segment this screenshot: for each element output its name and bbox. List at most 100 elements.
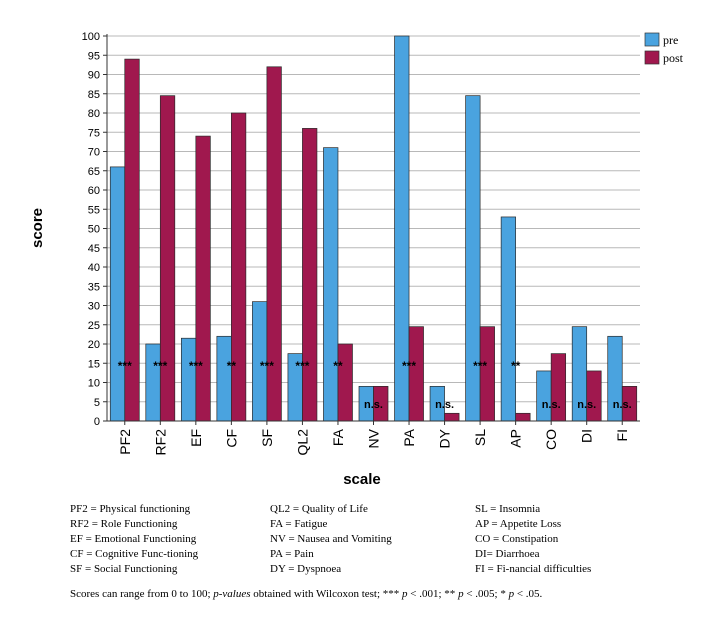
abbr-sf: SF = Social Functioning: [70, 563, 178, 575]
legend-label-post: post: [663, 51, 684, 65]
bar-pre-ef: [180, 337, 197, 422]
annotation-dy: n.s.: [435, 399, 454, 411]
annotation-cf: **: [227, 359, 237, 373]
chart-legend: pre post: [644, 32, 684, 65]
note-p-2: p: [458, 588, 464, 600]
bar-post-pa: [408, 326, 424, 422]
abbr-fi: FI = Fi-nancial difficulties: [475, 563, 592, 575]
bar-post-ql2: [302, 128, 318, 422]
x-tick-label-pa: PA: [401, 428, 417, 446]
bar-pre-co: [536, 370, 552, 422]
bar-pre-rf2: [145, 343, 161, 422]
bar-post-ap: [515, 412, 531, 422]
bar-post-di: [586, 370, 602, 422]
x-axis-label: scale: [343, 471, 381, 488]
x-tick-label-fi: FI: [614, 429, 630, 441]
annotation-pa: ***: [402, 359, 416, 373]
y-tick-label-55: 55: [88, 204, 100, 216]
annotation-fa: **: [333, 359, 343, 373]
note-text-3: < .001; **: [407, 588, 459, 600]
annotation-rf2: ***: [153, 359, 167, 373]
annotation-di: n.s.: [577, 399, 596, 411]
x-tick-label-fa: FA: [330, 428, 346, 446]
y-tick-label-70: 70: [88, 147, 100, 159]
abbr-sl: SL = Insomnia: [475, 503, 541, 515]
y-tick-label-5: 5: [94, 397, 100, 409]
x-tick-label-dy: DY: [437, 428, 453, 448]
abbr-nv: NV = Nausea and Vomiting: [270, 533, 392, 545]
y-tick-label-80: 80: [88, 108, 100, 120]
note-text-1: Scores can range from 0 to 100;: [70, 588, 214, 600]
x-tick-labels: PF2 RF2 EF CF SF QL2 FA NV PA DY SL AP CO DI FI: [117, 428, 630, 455]
bar-post-fa: [337, 343, 353, 422]
y-tick-label-0: 0: [94, 416, 100, 428]
score-bar-chart: *** *** *** ** *** *** **n.s.***n.s.*** **n.s. n…: [29, 31, 684, 488]
y-tick-label-25: 25: [88, 320, 100, 332]
note-p-3: p: [508, 588, 515, 600]
x-tick-label-ap: AP: [508, 429, 524, 448]
annotation-co: n.s.: [542, 399, 561, 411]
bar-pre-pf2: [109, 166, 126, 422]
legend-swatch-post: [644, 50, 660, 65]
y-tick-label-15: 15: [88, 358, 100, 370]
annotation-nv: n.s.: [364, 399, 383, 411]
note-text-4: < .005; *: [463, 588, 509, 600]
y-tick-label-10: 10: [88, 378, 100, 390]
y-tick-label-45: 45: [88, 243, 100, 255]
annotation-sl: ***: [473, 359, 487, 373]
abbreviation-column-2: QL2 = Quality of Life FA = Fatigue NV = …: [270, 502, 392, 577]
y-tick-label-30: 30: [88, 301, 100, 313]
abbr-ap: AP = Appetite Loss: [475, 518, 562, 530]
x-tick-label-cf: CF: [223, 429, 239, 448]
abbr-co: CO = Constipation: [475, 533, 559, 545]
abbreviation-column-3: SL = Insomnia AP = Appetite Loss CO = Co…: [475, 502, 591, 577]
bar-post-dy: [444, 412, 460, 422]
x-tick-label-di: DI: [579, 429, 595, 443]
x-tick-label-pf2: PF2: [117, 429, 133, 455]
abbr-dy: DY = Dyspnoea: [270, 563, 342, 575]
abbreviation-column-1: PF2 = Physical functioning RF2 = Role Fu…: [70, 502, 198, 577]
x-tick-label-ef: EF: [188, 429, 204, 447]
abbr-pa: PA = Pain: [270, 548, 314, 560]
annotation-fi: n.s.: [613, 399, 632, 411]
y-tick-label-95: 95: [88, 50, 100, 62]
abbr-cf: CF = Cognitive Func-tioning: [70, 548, 199, 560]
note-pvalues: p-values: [213, 588, 251, 600]
bar-post-ef: [195, 135, 211, 422]
abbr-rf2: RF2 = Role Functioning: [70, 518, 178, 530]
y-tick-label-65: 65: [88, 166, 100, 178]
y-tick-label-85: 85: [88, 89, 100, 101]
annotation-ef: ***: [189, 359, 203, 373]
abbr-ql2: QL2 = Quality of Life: [270, 503, 368, 515]
axes: [103, 34, 640, 425]
y-tick-label-90: 90: [88, 70, 100, 82]
y-tick-label-20: 20: [88, 339, 100, 351]
x-tick-label-co: CO: [543, 429, 559, 450]
y-tick-label-50: 50: [88, 224, 100, 236]
annotation-ap: **: [511, 359, 521, 373]
abbr-ef: EF = Emotional Functioning: [70, 533, 197, 545]
abbr-fa: FA = Fatigue: [270, 518, 328, 530]
significance-annotations: *** *** *** ** *** *** **n.s.***n.s.*** **n.s. n…: [118, 359, 632, 411]
y-tick-label-60: 60: [88, 185, 100, 197]
x-tick-label-sf: SF: [259, 429, 275, 447]
y-tick-label-40: 40: [88, 262, 100, 274]
legend-label-pre: pre: [663, 33, 678, 47]
abbr-pf2: PF2 = Physical functioning: [70, 503, 191, 515]
footnote: Scores can range from 0 to 100; p-values…: [70, 588, 720, 600]
y-tick-labels: 0 5 10 15 20 25 30 35 40 45 50 55 60 65 70 75 80 85 90 95 10…: [82, 31, 100, 428]
bar-pre-ap: [500, 216, 516, 422]
x-tick-label-nv: NV: [366, 428, 382, 448]
y-tick-label-75: 75: [88, 127, 100, 139]
bar-post-sl: [479, 326, 495, 422]
y-tick-label-100: 100: [82, 31, 100, 43]
annotation-pf2: ***: [118, 359, 132, 373]
abbr-di: DI= Diarrhoea: [475, 548, 540, 560]
note-p-1: p: [402, 588, 408, 600]
bar-pre-fa: [323, 147, 339, 422]
x-tick-label-ql2: QL2: [294, 429, 310, 456]
bar-pre-cf: [216, 335, 232, 422]
annotation-sf: ***: [260, 359, 274, 373]
note-text-5: < .05.: [514, 588, 543, 600]
x-tick-label-sl: SL: [472, 429, 488, 446]
